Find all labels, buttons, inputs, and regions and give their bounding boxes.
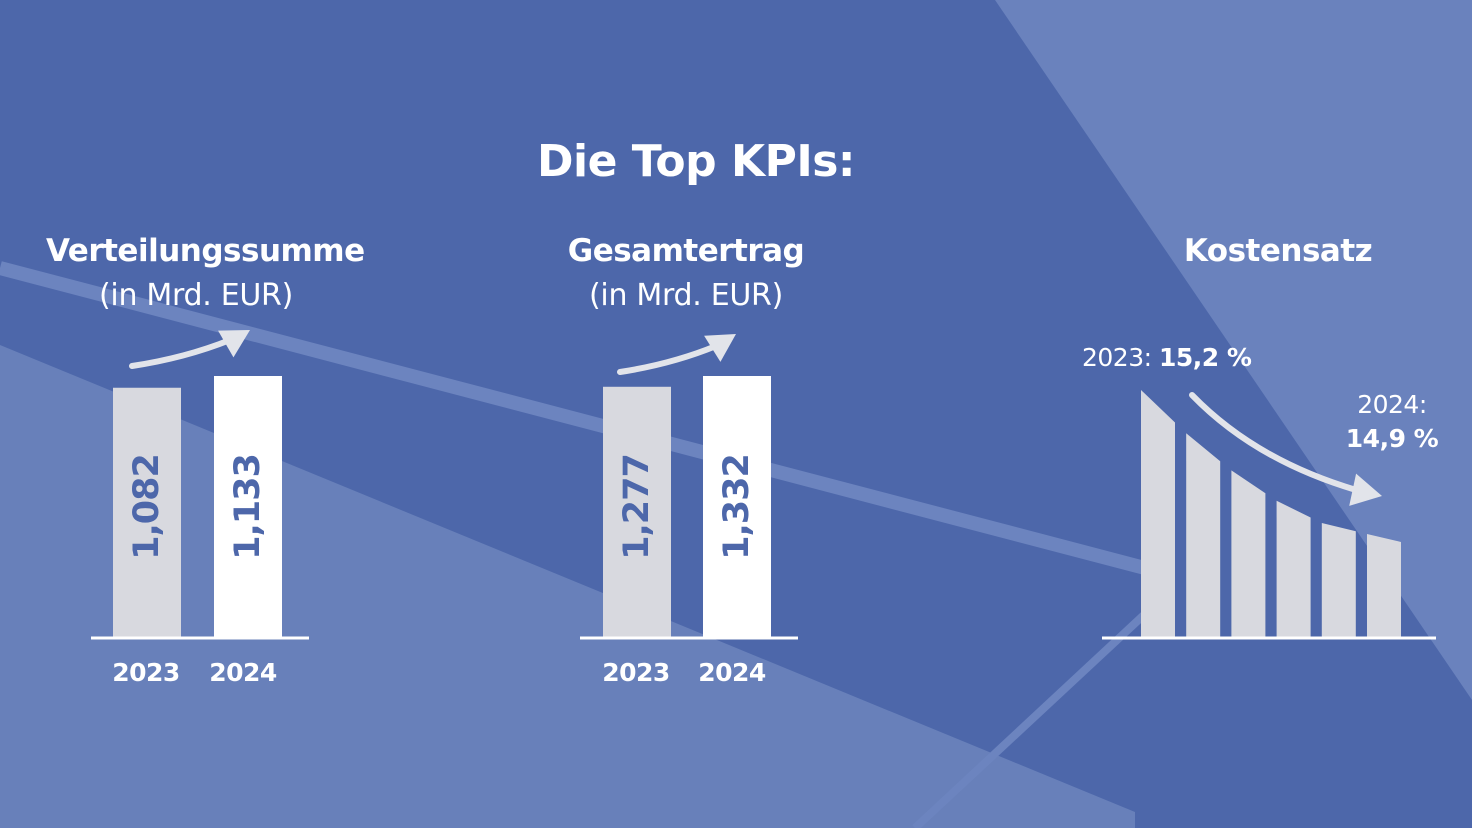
start-year-label: 2023:: [1082, 343, 1152, 372]
bar-2023: [603, 386, 671, 637]
cost-bar-2: [1186, 433, 1221, 637]
trend-arrow: [1189, 392, 1359, 493]
bg-light-stripe: [0, 261, 1162, 579]
category-label-2024: 2024: [209, 658, 277, 687]
chart-subtitle: (in Mrd. EUR): [99, 278, 293, 313]
cost-bar-5: [1321, 523, 1356, 637]
cost-bar-3: [1231, 470, 1266, 637]
bg-light-diagonal-right: [995, 0, 1472, 700]
trend-arrow-head: [218, 330, 250, 358]
chart-title: Kostensatz: [1183, 233, 1373, 269]
chart-title: Verteilungssumme: [46, 233, 365, 269]
slide-title: Die Top KPIs:: [537, 136, 855, 187]
category-label-2023: 2023: [602, 658, 670, 687]
end-year-label: 2024:: [1357, 390, 1427, 419]
start-value-label: 2023: 15,2 %: [1082, 343, 1252, 372]
category-label-2023: 2023: [112, 658, 180, 687]
trend-arrow: [617, 343, 719, 375]
bar-2023: [113, 387, 181, 637]
cost-bar-4: [1276, 500, 1311, 637]
bg-light-lower-left: [0, 345, 1135, 828]
bar-2024: [703, 376, 771, 637]
bar-2024: [214, 376, 282, 637]
start-value: 15,2 %: [1159, 343, 1252, 372]
chart-subtitle: (in Mrd. EUR): [589, 278, 783, 313]
trend-arrow-head: [704, 334, 736, 362]
trend-arrow-head: [1349, 473, 1382, 506]
cost-bar-6: [1367, 534, 1401, 637]
category-label-2024: 2024: [698, 658, 766, 687]
chart-title: Gesamtertrag: [567, 233, 805, 269]
end-value-label: 14,9 %: [1342, 424, 1442, 453]
trend-arrow: [129, 337, 233, 369]
end-value: 14,9 %: [1345, 424, 1439, 453]
cost-bar-1: [1141, 390, 1175, 637]
